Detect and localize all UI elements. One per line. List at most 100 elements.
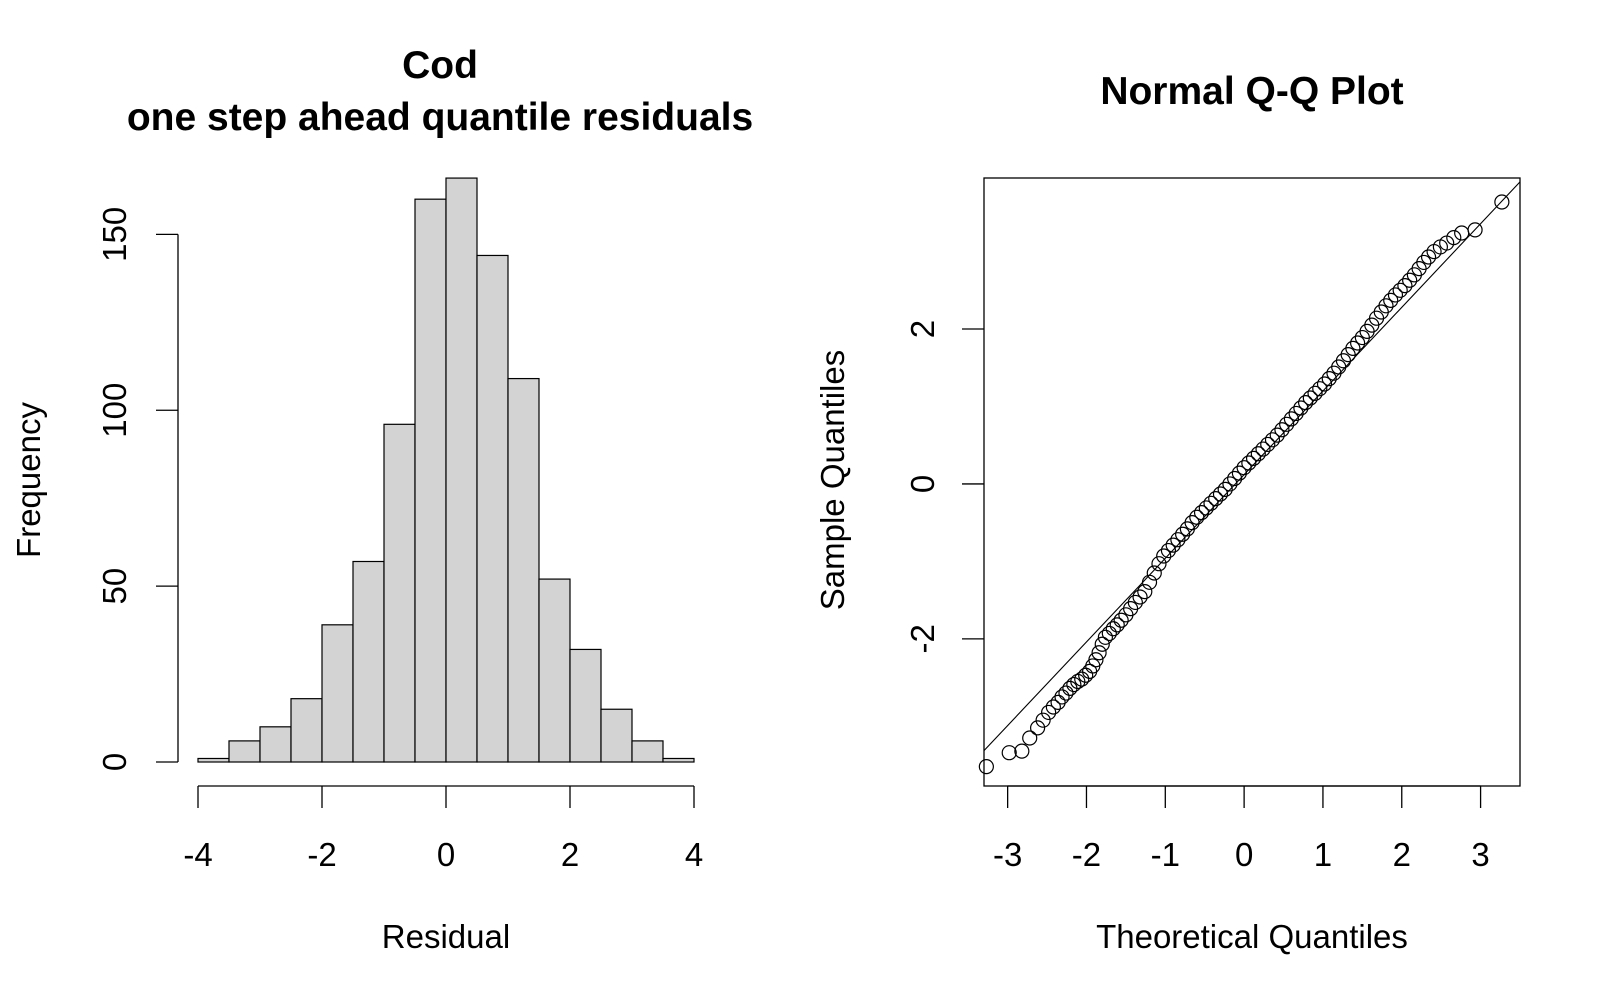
qq-point (1091, 645, 1107, 661)
qq-point (1378, 298, 1394, 314)
histogram-x-tick-label: -4 (183, 836, 212, 873)
qq-point (1411, 261, 1427, 277)
qq-point (1101, 625, 1117, 642)
qq-point (1123, 601, 1139, 617)
qq-point (1236, 460, 1252, 476)
histogram-bar (569, 648, 602, 763)
qq-point (1054, 689, 1070, 705)
histogram-bars (197, 177, 695, 763)
histogram-y-tick-label: 0 (96, 753, 133, 771)
qq-panel: Normal Q-Q Plot -3 -2 -1 0 1 2 3 -2 0 2 Theoreti… (814, 70, 1521, 955)
qq-x-tick-label: -1 (1151, 836, 1180, 873)
qq-point (1264, 432, 1281, 448)
qq-point (1383, 292, 1399, 308)
qq-point (1127, 594, 1143, 611)
qq-plot-box (983, 177, 1521, 787)
qq-point (1331, 359, 1347, 375)
qq-point (1231, 465, 1247, 481)
qq-point (1160, 542, 1177, 559)
qq-reference-line (983, 181, 1521, 752)
qq-x-tick-label: -2 (1072, 836, 1101, 873)
qq-point (1001, 745, 1017, 761)
qq-point (1416, 254, 1432, 271)
histogram-bar (662, 757, 695, 763)
qq-point (1397, 278, 1413, 294)
qq-point (1137, 583, 1153, 600)
histogram-x-tick-label: 4 (685, 836, 703, 873)
qq-point (1402, 272, 1418, 288)
histogram-bar (538, 578, 571, 763)
histogram-y-tick-label: 100 (96, 383, 133, 438)
qq-point (1312, 381, 1328, 397)
qq-point (1184, 515, 1200, 531)
qq-point (1269, 427, 1285, 443)
histogram-y-label: Frequency (10, 402, 47, 558)
qq-point (1420, 249, 1437, 265)
histogram-y-tick-label: 150 (96, 207, 133, 262)
qq-point (1198, 500, 1214, 516)
qq-x-axis: -3 -2 -1 0 1 2 3 (993, 785, 1490, 873)
qq-point (1446, 230, 1462, 246)
qq-point (1070, 673, 1086, 690)
qq-point (1227, 470, 1243, 487)
qq-point (1250, 446, 1266, 462)
qq-reference-line-group (983, 181, 1521, 752)
qq-point (1387, 287, 1404, 303)
qq-point (1426, 243, 1442, 260)
qq-point (1109, 617, 1125, 633)
qq-point (1022, 730, 1038, 746)
histogram-y-tick-label: 50 (96, 568, 133, 605)
qq-point (1212, 486, 1229, 502)
qq-point (1373, 304, 1389, 320)
qq-point (1066, 676, 1082, 693)
histogram-bar (259, 726, 292, 763)
qq-x-label: Theoretical Quantiles (1096, 918, 1408, 955)
qq-point (1350, 335, 1366, 351)
qq-point (1146, 565, 1162, 581)
qq-point (1029, 720, 1046, 736)
qq-point (1335, 353, 1352, 369)
qq-point (1203, 495, 1219, 511)
histogram-bar (507, 377, 540, 763)
qq-point (1035, 712, 1051, 728)
qq-point (1045, 699, 1061, 715)
qq-point (1345, 340, 1361, 356)
qq-point (1088, 652, 1104, 668)
qq-point (1454, 225, 1470, 241)
histogram-bar (290, 698, 323, 763)
qq-point (1288, 405, 1304, 422)
qq-point (1217, 481, 1233, 497)
qq-point (1321, 371, 1337, 387)
qq-point (1014, 743, 1030, 759)
qq-y-tick-label: -2 (904, 624, 941, 653)
qq-point (1141, 574, 1158, 590)
qq-point (1494, 194, 1510, 210)
qq-title: Normal Q-Q Plot (1100, 70, 1403, 113)
qq-point (1170, 532, 1186, 548)
qq-x-tick-label: 1 (1314, 836, 1332, 873)
histogram-bar (197, 757, 230, 763)
qq-point (1302, 390, 1318, 406)
qq-x-tick-label: -3 (993, 836, 1022, 873)
histogram-bar (445, 177, 478, 763)
qq-point (1359, 323, 1375, 339)
qq-point (1132, 589, 1148, 605)
qq-point (1316, 376, 1333, 392)
histogram-bar (600, 708, 633, 763)
qq-point (978, 759, 994, 775)
qq-point (1283, 411, 1300, 427)
qq-y-tick-label: 2 (904, 320, 941, 338)
qq-point (1467, 222, 1483, 238)
qq-point (1193, 504, 1210, 521)
qq-point (1094, 636, 1110, 652)
qq-x-tick-label: 0 (1235, 836, 1253, 873)
qq-point (1260, 436, 1276, 453)
qq-point (1165, 537, 1181, 553)
qq-point (1175, 526, 1191, 542)
qq-point (1245, 450, 1262, 466)
qq-y-label: Sample Quantiles (814, 350, 851, 610)
histogram-bar (631, 740, 664, 763)
histogram-panel: Cod one step ahead quantile residuals -4… (10, 44, 753, 955)
